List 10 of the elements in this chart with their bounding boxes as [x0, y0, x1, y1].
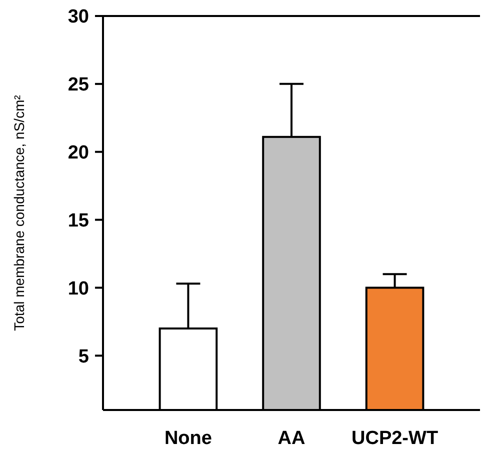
- y-tick-label: 15: [68, 210, 90, 232]
- x-tick-label: AA: [278, 428, 306, 449]
- y-tick-label: 30: [68, 6, 89, 28]
- y-axis-title: Total membrane conductance, nS/cm²: [11, 94, 27, 331]
- y-tick-label: 25: [68, 74, 90, 96]
- y-tick-label: 5: [78, 346, 90, 368]
- y-tick-label: 20: [68, 142, 89, 164]
- x-tick-label: UCP2-WT: [352, 428, 438, 449]
- x-tick-label: None: [164, 428, 212, 449]
- y-tick-label: 10: [68, 278, 89, 300]
